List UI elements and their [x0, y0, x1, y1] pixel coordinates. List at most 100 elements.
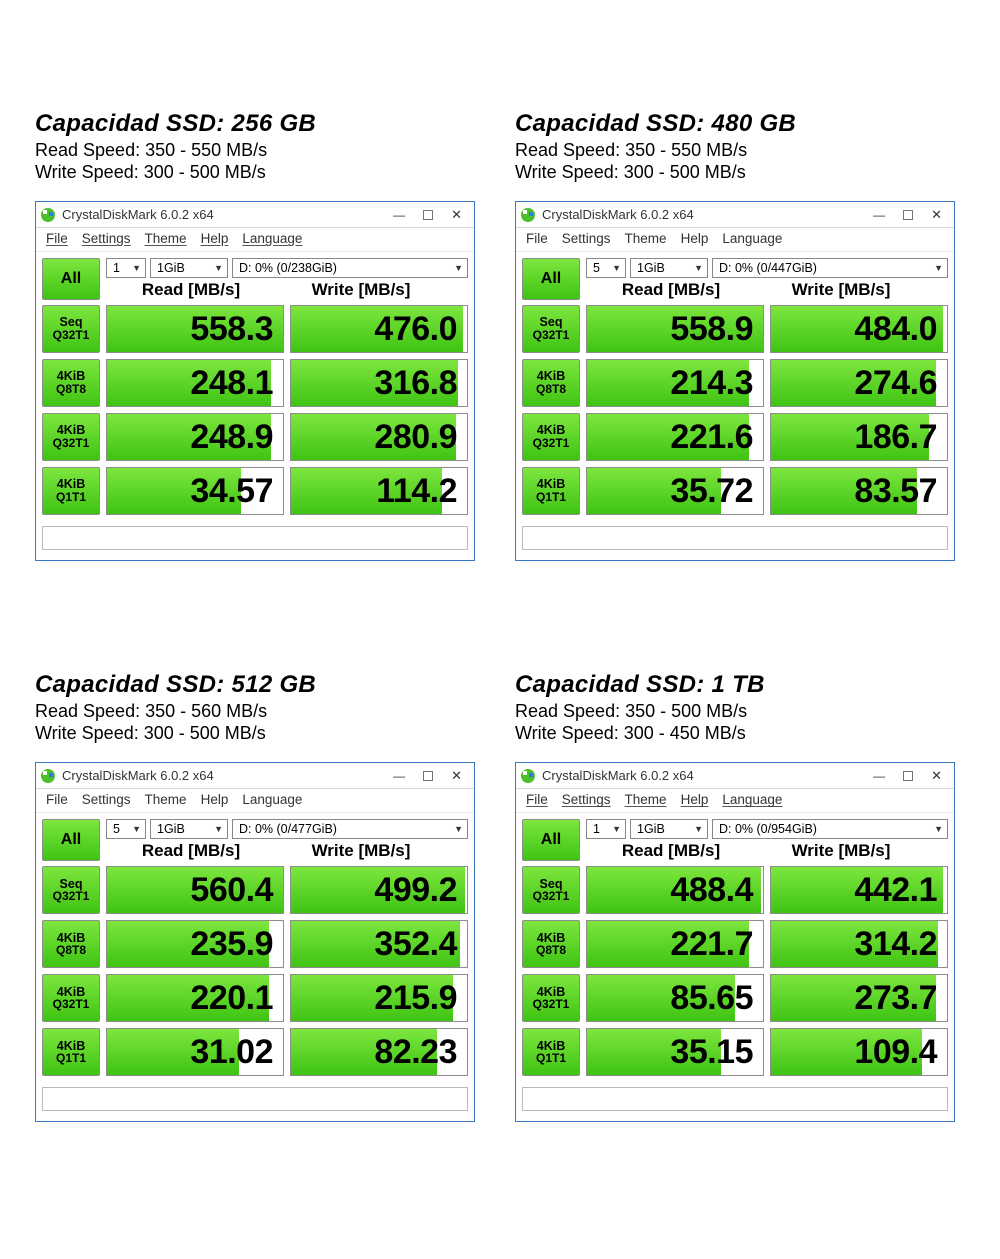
size-select[interactable]: 1GiB▼	[630, 819, 708, 839]
runs-select[interactable]: 1▼	[586, 819, 626, 839]
write-value-cell: 215.9	[290, 974, 468, 1022]
write-value: 280.9	[374, 418, 457, 457]
row-run-button[interactable]: 4KiBQ1T1	[42, 1028, 100, 1076]
header-write: Write [MB/s]	[756, 841, 926, 861]
runs-value: 5	[593, 261, 600, 275]
maximize-button[interactable]	[903, 771, 913, 781]
write-value: 109.4	[854, 1033, 937, 1072]
menu-item-language[interactable]: Language	[242, 231, 302, 246]
read-value: 220.1	[190, 979, 273, 1018]
menu-item-help[interactable]: Help	[681, 792, 709, 807]
drive-select[interactable]: D: 0% (0/238GiB)▼	[232, 258, 468, 278]
minimize-button[interactable]	[393, 208, 405, 221]
runs-select[interactable]: 1▼	[106, 258, 146, 278]
run-all-button[interactable]: All	[42, 819, 100, 861]
menu-item-language[interactable]: Language	[722, 231, 782, 246]
size-select[interactable]: 1GiB▼	[150, 258, 228, 278]
panel-title: Capacidad SSD: 480 GB	[515, 110, 965, 138]
drive-select[interactable]: D: 0% (0/954GiB)▼	[712, 819, 948, 839]
row-label-1: 4KiB	[57, 424, 85, 437]
run-all-button[interactable]: All	[522, 258, 580, 300]
row-run-button[interactable]: 4KiBQ8T8	[42, 920, 100, 968]
row-run-button[interactable]: 4KiBQ1T1	[522, 1028, 580, 1076]
minimize-button[interactable]	[873, 208, 885, 221]
row-label-2: Q32T1	[533, 890, 570, 903]
menubar: File Settings Theme Help Language	[516, 789, 954, 813]
drive-select[interactable]: D: 0% (0/477GiB)▼	[232, 819, 468, 839]
menu-item-file[interactable]: File	[46, 792, 68, 807]
size-value: 1GiB	[637, 822, 665, 836]
read-value-cell: 34.57	[106, 467, 284, 515]
menu-item-language[interactable]: Language	[242, 792, 302, 807]
row-run-button[interactable]: 4KiBQ8T8	[522, 359, 580, 407]
row-run-button[interactable]: 4KiBQ1T1	[42, 467, 100, 515]
row-run-button[interactable]: SeqQ32T1	[522, 866, 580, 914]
read-value: 235.9	[190, 925, 273, 964]
row-run-button[interactable]: 4KiBQ32T1	[42, 413, 100, 461]
read-value-cell: 214.3	[586, 359, 764, 407]
runs-select[interactable]: 5▼	[586, 258, 626, 278]
row-run-button[interactable]: 4KiBQ8T8	[42, 359, 100, 407]
menu-item-theme[interactable]: Theme	[145, 231, 187, 246]
close-button[interactable]	[451, 208, 462, 221]
maximize-button[interactable]	[423, 210, 433, 220]
row-label-1: 4KiB	[537, 370, 565, 383]
run-all-button[interactable]: All	[42, 258, 100, 300]
drive-select[interactable]: D: 0% (0/447GiB)▼	[712, 258, 948, 278]
menu-item-theme[interactable]: Theme	[625, 231, 667, 246]
controls-area: All1▼1GiB▼D: 0% (0/238GiB)▼Read [MB/s]Wr…	[36, 252, 474, 302]
row-run-button[interactable]: SeqQ32T1	[42, 305, 100, 353]
menu-item-theme[interactable]: Theme	[625, 792, 667, 807]
select-row: 5▼1GiB▼D: 0% (0/477GiB)▼	[106, 819, 468, 839]
chevron-down-icon: ▼	[612, 263, 621, 273]
write-value-cell: 314.2	[770, 920, 948, 968]
minimize-button[interactable]	[393, 769, 405, 782]
row-run-button[interactable]: 4KiBQ32T1	[522, 974, 580, 1022]
menu-item-settings[interactable]: Settings	[82, 231, 131, 246]
maximize-button[interactable]	[903, 210, 913, 220]
header-read: Read [MB/s]	[106, 841, 276, 861]
run-all-button[interactable]: All	[522, 819, 580, 861]
menu-item-settings[interactable]: Settings	[562, 792, 611, 807]
row-label-2: Q32T1	[53, 890, 90, 903]
write-value: 274.6	[854, 364, 937, 403]
write-value-cell: 476.0	[290, 305, 468, 353]
menu-item-settings[interactable]: Settings	[562, 231, 611, 246]
runs-select[interactable]: 5▼	[106, 819, 146, 839]
read-value: 31.02	[190, 1033, 273, 1072]
write-value: 499.2	[374, 871, 457, 910]
window-titlebar: CrystalDiskMark 6.0.2 x64	[516, 202, 954, 228]
menu-item-help[interactable]: Help	[201, 231, 229, 246]
row-run-button[interactable]: SeqQ32T1	[42, 866, 100, 914]
close-button[interactable]	[451, 769, 462, 782]
read-value: 248.9	[190, 418, 273, 457]
menu-item-help[interactable]: Help	[681, 231, 709, 246]
close-button[interactable]	[931, 769, 942, 782]
menu-item-file[interactable]: File	[526, 792, 548, 807]
chevron-down-icon: ▼	[214, 824, 223, 834]
row-run-button[interactable]: 4KiBQ1T1	[522, 467, 580, 515]
write-value: 484.0	[854, 310, 937, 349]
row-label-1: 4KiB	[57, 478, 85, 491]
menu-item-help[interactable]: Help	[201, 792, 229, 807]
row-label-2: Q1T1	[536, 1052, 566, 1065]
read-value: 488.4	[670, 871, 753, 910]
maximize-button[interactable]	[423, 771, 433, 781]
menu-item-file[interactable]: File	[526, 231, 548, 246]
close-button[interactable]	[931, 208, 942, 221]
menu-item-theme[interactable]: Theme	[145, 792, 187, 807]
row-run-button[interactable]: 4KiBQ8T8	[522, 920, 580, 968]
menu-item-file[interactable]: File	[46, 231, 68, 246]
size-select[interactable]: 1GiB▼	[630, 258, 708, 278]
window-title: CrystalDiskMark 6.0.2 x64	[542, 768, 873, 783]
row-run-button[interactable]: SeqQ32T1	[522, 305, 580, 353]
menu-item-language[interactable]: Language	[722, 792, 782, 807]
status-bar	[42, 1087, 468, 1111]
menu-item-settings[interactable]: Settings	[82, 792, 131, 807]
size-select[interactable]: 1GiB▼	[150, 819, 228, 839]
row-run-button[interactable]: 4KiBQ32T1	[42, 974, 100, 1022]
row-run-button[interactable]: 4KiBQ32T1	[522, 413, 580, 461]
write-value-cell: 280.9	[290, 413, 468, 461]
write-value-cell: 316.8	[290, 359, 468, 407]
minimize-button[interactable]	[873, 769, 885, 782]
